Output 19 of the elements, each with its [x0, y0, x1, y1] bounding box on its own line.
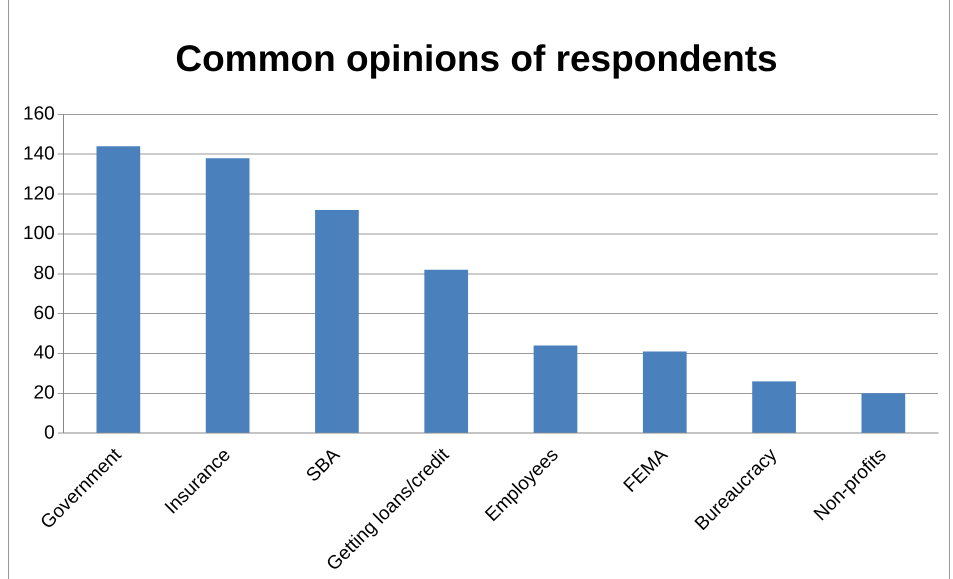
y-tick-label: 160 — [23, 104, 55, 125]
y-tick-label: 60 — [34, 302, 55, 324]
y-tick-label: 40 — [34, 342, 55, 364]
y-tick-label: 0 — [44, 422, 55, 444]
bar — [534, 345, 578, 433]
y-tick-label: 140 — [23, 143, 55, 164]
bar — [862, 393, 906, 433]
bar — [424, 270, 468, 433]
x-tick-label: SBA — [302, 444, 344, 486]
chart-title: Common opinions of respondents — [174, 38, 779, 80]
y-tick-label: 120 — [23, 183, 55, 204]
y-tick-label: 20 — [34, 382, 55, 404]
bar — [206, 158, 250, 433]
bar — [752, 381, 796, 433]
bar — [96, 146, 140, 433]
bar — [315, 210, 359, 433]
y-tick-label: 80 — [34, 262, 55, 284]
y-tick-label: 100 — [23, 223, 55, 244]
bar — [642, 351, 687, 433]
